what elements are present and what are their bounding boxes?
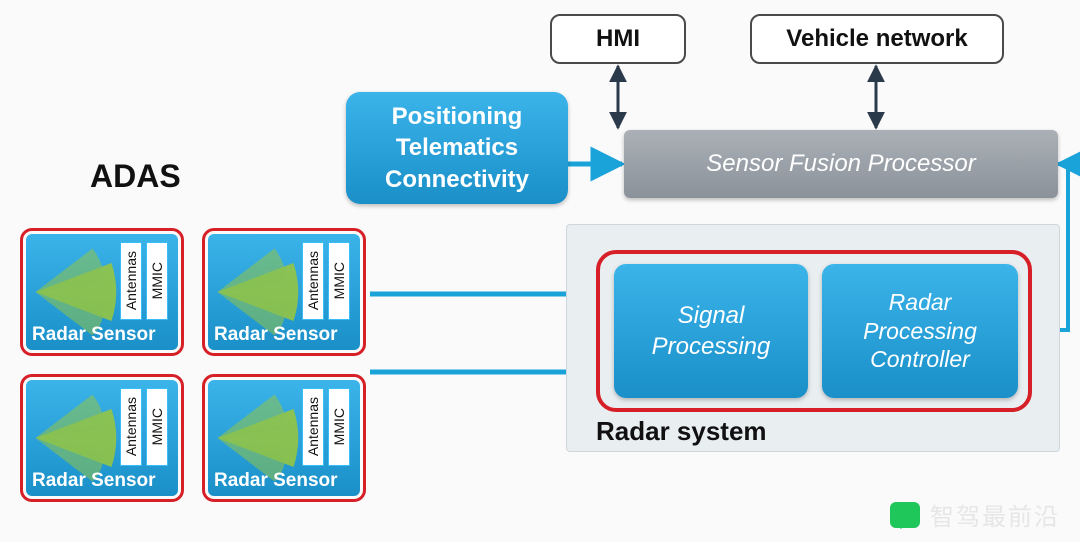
signal-processing-block: Signal Processing [614,264,808,398]
diagram-stage: ADAS HMI Vehicle network Positioning Tel… [0,0,1080,542]
sensor-label-bottom: Radar Sensor [214,470,338,492]
sensor-label-antennas: Antennas [305,251,321,310]
ptc-line3: Connectivity [385,164,529,195]
sensor-label-antennas: Antennas [123,251,139,310]
sigproc-line1: Signal [678,300,745,331]
sensor-label-mmic: MMIC [331,262,347,299]
sensor-label-antennas: Antennas [123,397,139,456]
rpc-line2: Processing [863,317,977,346]
wechat-icon [890,502,920,528]
sensor-label-bottom: Radar Sensor [32,470,156,492]
sensor-label-mmic: MMIC [149,262,165,299]
ptc-block: Positioning Telematics Connectivity [346,92,568,204]
hmi-block: HMI [550,14,686,64]
radar-sensor-3: Antennas MMIC Radar Sensor [16,370,188,506]
adas-title: ADAS [90,158,181,195]
rpc-line3: Controller [870,345,970,374]
sigproc-line2: Processing [652,331,771,362]
vehicle-network-block: Vehicle network [750,14,1004,64]
sensor-fusion-block: Sensor Fusion Processor [624,130,1058,198]
watermark: 智驾最前沿 [890,497,1060,532]
radar-sensor-4: Antennas MMIC Radar Sensor [198,370,370,506]
rpc-line1: Radar [889,288,952,317]
sensor-label-mmic: MMIC [149,408,165,445]
radar-sensor-1: Antennas MMIC Radar Sensor [16,224,188,360]
ptc-line1: Positioning [392,101,523,132]
ptc-line2: Telematics [396,132,518,163]
watermark-text: 智驾最前沿 [930,497,1060,532]
radar-processing-controller-block: Radar Processing Controller [822,264,1018,398]
sensor-label-bottom: Radar Sensor [32,324,156,346]
sensor-label-mmic: MMIC [331,408,347,445]
radar-sensor-2: Antennas MMIC Radar Sensor [198,224,370,360]
sensor-label-bottom: Radar Sensor [214,324,338,346]
radar-system-label: Radar system [596,416,767,447]
sensor-label-antennas: Antennas [305,397,321,456]
